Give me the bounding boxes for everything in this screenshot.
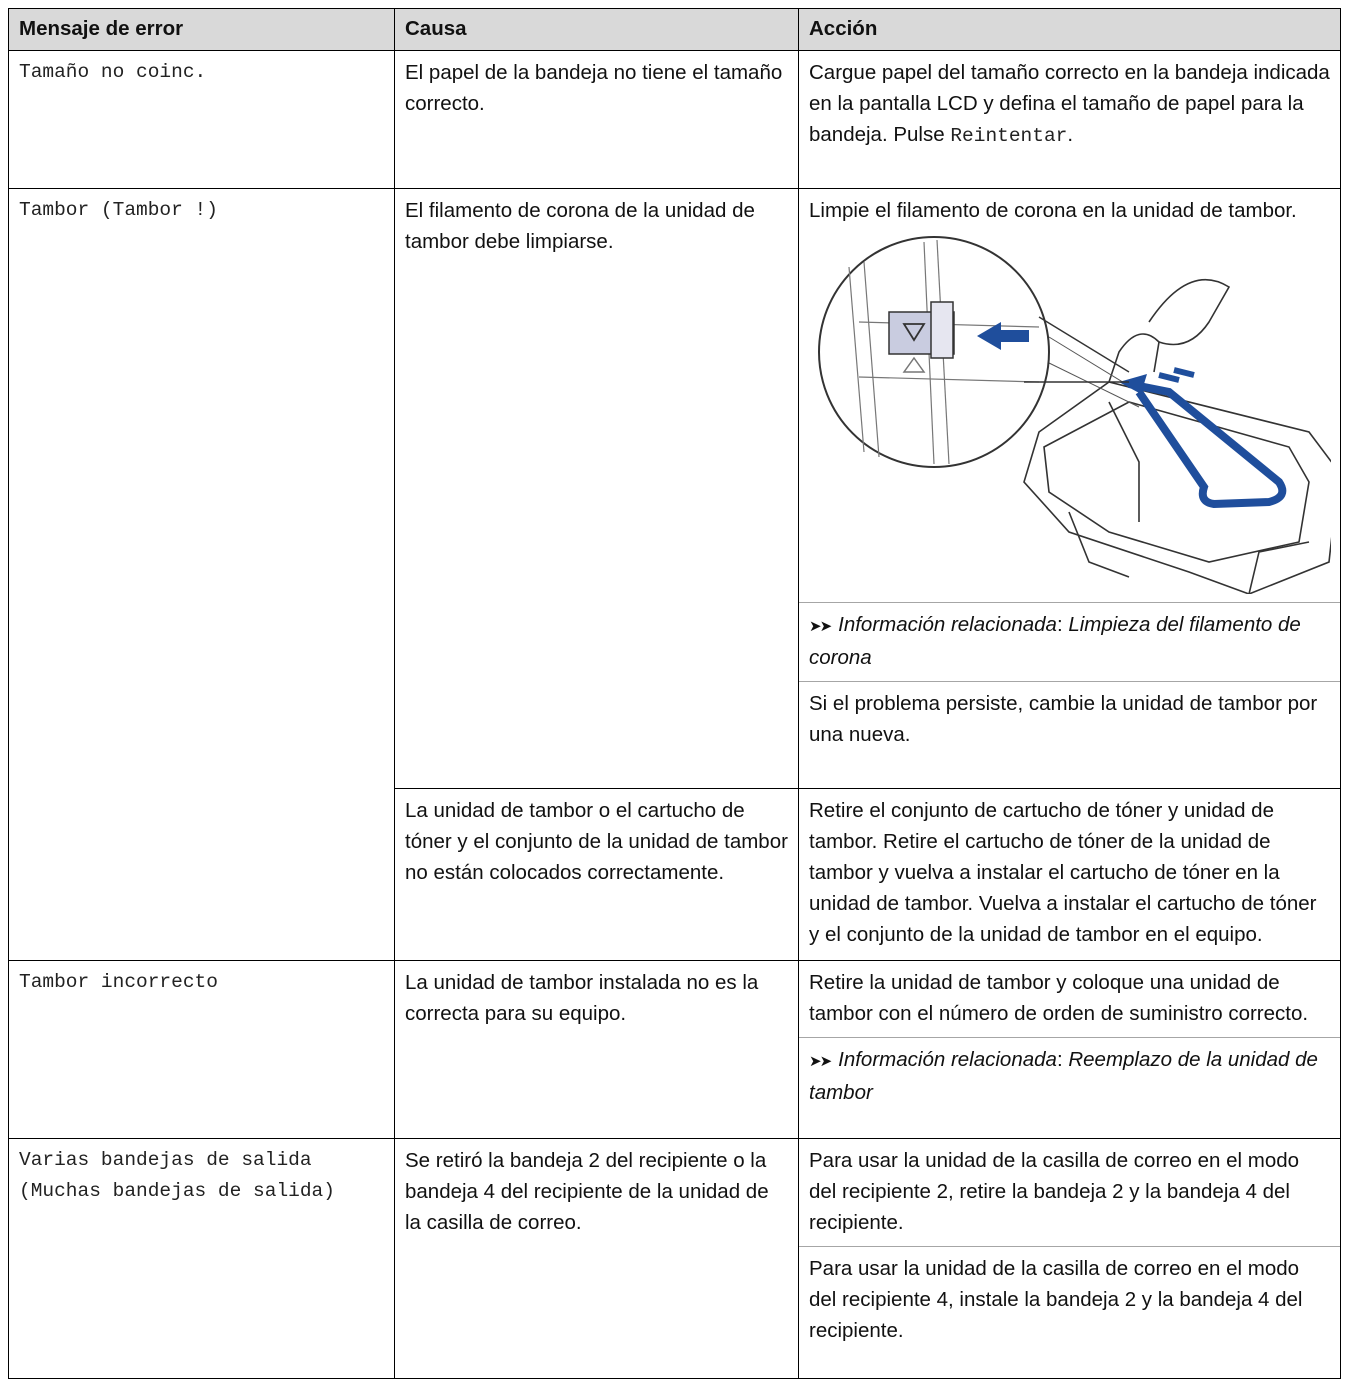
related-info: ➤➤ Información relacionada: Reemplazo de … [799, 1037, 1340, 1116]
message: Tambor (Tambor !) [8, 188, 395, 961]
action: Cargue papel del tamaño correcto en la b… [799, 51, 1340, 160]
action: Para usar la unidad de la casilla de cor… [809, 1149, 1300, 1234]
arrow-icon: ➤➤ [809, 618, 832, 635]
cause: La unidad de tambor o el cartucho de tón… [394, 788, 799, 961]
arrow-icon: ➤➤ [809, 1053, 832, 1070]
message: Tambor incorrecto [8, 960, 395, 1139]
cause: El filamento de corona de la unidad de t… [394, 188, 799, 789]
related-link[interactable]: Limpieza del filamento de corona [809, 613, 1301, 669]
punctuation: : [1056, 1048, 1063, 1071]
cause: Se retiró la bandeja 2 del recipiente o … [394, 1138, 799, 1379]
action: Si el problema persiste, cambie la unida… [799, 681, 1340, 758]
action-cell: Retire la unidad de tambor y coloque una… [798, 960, 1341, 1139]
action: Limpie el filamento de corona en la unid… [799, 189, 1340, 602]
action-text: Limpie el filamento de corona en la unid… [809, 199, 1297, 222]
header-cell: Causa [394, 8, 799, 51]
action: Retire la unidad de tambor y coloque una… [809, 971, 1309, 1025]
row: La unidad de tambor o el cartucho de tón… [9, 788, 1341, 961]
row: Varias bandejas de salida (Muchas bandej… [8, 1138, 1341, 1379]
related-label: Información relacionada [838, 613, 1057, 636]
illustration [818, 236, 1331, 594]
related-label: Información relacionada [838, 1048, 1057, 1071]
header-cell: Mensaje de error [8, 8, 395, 51]
punctuation: : [1056, 613, 1063, 636]
row: Tambor incorrecto La unidad de tambor in… [8, 960, 1341, 1139]
header-row: Mensaje de error Causa Acción [8, 8, 1341, 51]
related-info: ➤➤ Información relacionada: Limpieza del … [799, 602, 1340, 681]
error-table: Mensaje de error Causa Acción Tamaño no … [8, 8, 1341, 1379]
header-cell: Acción [798, 8, 1341, 51]
action: Retire el conjunto de cartucho de tóner … [809, 799, 1317, 946]
action-cell: Retire el conjunto de cartucho de tóner … [798, 788, 1341, 961]
row: Tamaño no coinc. El papel de la bandeja … [8, 50, 1341, 189]
button-name: Reintentar [950, 125, 1068, 147]
row: Tambor (Tambor !) El filamento de corona… [8, 188, 1341, 961]
message: Varias bandejas de salida (Muchas bandej… [8, 1138, 395, 1379]
cause: La unidad de tambor instalada no es la c… [394, 960, 799, 1139]
action: Para usar la unidad de la casilla de cor… [799, 1246, 1340, 1354]
action-cell: Cargue papel del tamaño correcto en la b… [798, 50, 1341, 189]
action-cell: Para usar la unidad de la casilla de cor… [798, 1138, 1341, 1379]
message: Tamaño no coinc. [8, 50, 395, 189]
related-link[interactable]: Reemplazo de la unidad de tambor [809, 1048, 1318, 1104]
punctuation: . [1067, 123, 1074, 146]
action-text: Cargue papel del tamaño correcto en la b… [809, 61, 1330, 146]
cause: El papel de la bandeja no tiene el tamañ… [394, 50, 799, 189]
action-cell: Limpie el filamento de corona en la unid… [798, 188, 1341, 789]
